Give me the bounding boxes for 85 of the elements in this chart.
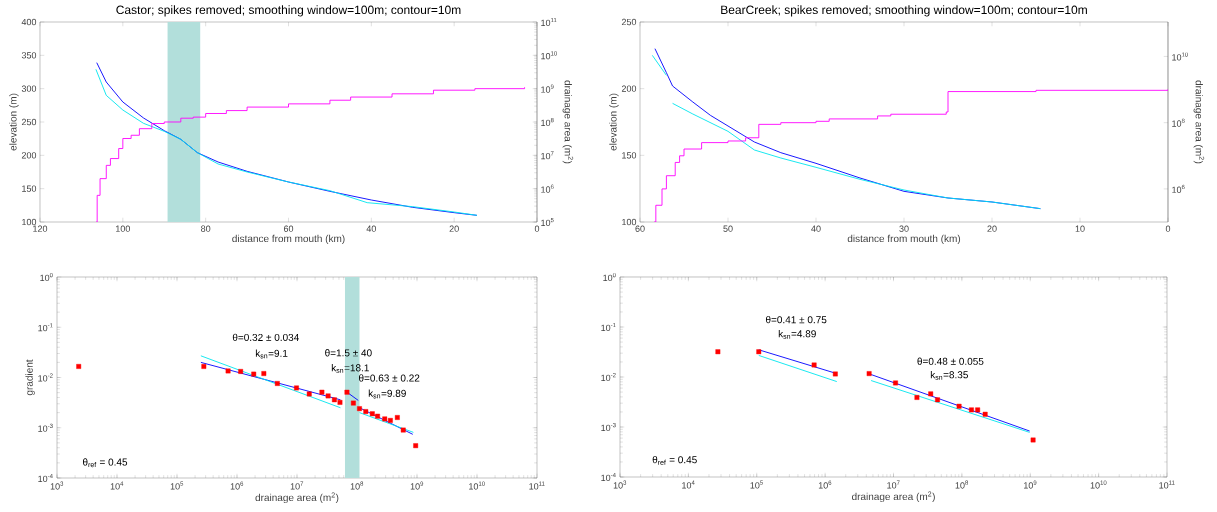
y-tick-label: 250 [21, 118, 37, 126]
y-tick-label: 300 [21, 85, 37, 92]
x-tick-label: 40 [366, 225, 376, 232]
y-tick-label: 200 [621, 85, 637, 92]
x-tick-label: 0 [1165, 225, 1171, 232]
annotation: θ=1.5 ± 40 [325, 349, 372, 357]
x-tick-label: 100 [116, 225, 130, 232]
x-tick-label: 10$^{8}$ [350, 481, 364, 490]
chart-title: BearCreek; spikes removed; smoothing window=100m; contour=10m [721, 5, 1087, 17]
x-axis-title: drainage area (m$^{2}$) [852, 491, 935, 503]
x-tick-label: 10$^{6}$ [818, 480, 832, 489]
x-axis-title: distance from mouth (km) [232, 234, 345, 245]
y2-tick-label: 10$^{8}$ [541, 117, 554, 127]
annotation: θ=0.32 ± 0.034 [232, 333, 299, 341]
y2-axis-title: drainage area (m$^{2}$) [1193, 80, 1205, 164]
x-tick-label: 10$^{9}$ [1024, 480, 1037, 489]
x-tick-label: 10$^{5}$ [750, 480, 763, 489]
y2-tick-label: 10$^{8}$ [1172, 118, 1185, 127]
annotation: θ=0.41 ± 0.75 [765, 315, 827, 324]
y-tick-label: 10$^{-4}$ [38, 473, 53, 483]
y-tick-label: 400 [21, 18, 37, 26]
x-tick-label: 10$^{3}$ [50, 481, 64, 490]
y2-tick-label: 10$^{6}$ [541, 184, 554, 193]
x-tick-label: 10$^{7}$ [887, 480, 900, 489]
annotation: k$_{sn}$=9.1 [255, 349, 288, 359]
y2-tick-label: 10$^{11}$ [541, 17, 557, 27]
y-tick-label: 250 [621, 18, 637, 26]
x-tick-label: 30 [899, 225, 909, 232]
y2-tick-label: 10$^{7}$ [541, 151, 554, 160]
annotation: k$_{sn}$=8.35 [930, 371, 968, 380]
x-axis-title: distance from mouth (km) [847, 234, 961, 245]
annotation: k$_{sn}$=18.1 [331, 364, 369, 373]
x-tick-label: 10$^{4}$ [682, 480, 695, 489]
annotation: k$_{sn}$=9.89 [368, 389, 406, 399]
y-axis-title: gradient [25, 359, 35, 396]
x-tick-label: 10$^{11}$ [529, 481, 545, 490]
y-tick-label: 150 [22, 185, 37, 192]
x-tick-label: 10$^{3}$ [613, 480, 627, 489]
y-tick-label: 10$^{-1}$ [38, 323, 53, 332]
x-tick-label: 60 [635, 225, 645, 232]
y-tick-label: 350 [21, 52, 37, 59]
x-tick-label: 10$^{8}$ [955, 480, 969, 489]
y-tick-label: 10$^{-2}$ [38, 373, 53, 382]
y2-tick-label: 10$^{9}$ [541, 84, 554, 93]
y-tick-label: 10$^{-3}$ [38, 423, 53, 432]
y-tick-label: 200 [21, 152, 37, 159]
x-tick-label: 80 [201, 225, 211, 232]
x-tick-label: 40 [811, 225, 821, 232]
x-tick-label: 10$^{10}$ [1090, 480, 1107, 489]
y-tick-label: 150 [622, 152, 637, 159]
y2-axis-title: drainage area (m$^{2}$) [562, 80, 574, 164]
annotation: θ=0.63 ± 0.22 [359, 374, 420, 382]
y2-tick-label: 10$^{6}$ [1172, 184, 1185, 193]
x-tick-label: 10$^{5}$ [170, 481, 184, 490]
x-tick-label: 20 [987, 225, 997, 232]
x-tick-label: 50 [723, 225, 733, 232]
annotation: θ$_{ref}$ = 0.45 [652, 455, 697, 465]
x-tick-label: 10$^{9}$ [410, 481, 424, 490]
y-tick-label: 100 [622, 218, 637, 226]
annotation: θ$_{ref}$ = 0.45 [82, 458, 128, 468]
x-tick-label: 10$^{7}$ [290, 481, 304, 490]
y-axis-title: elevation (m) [609, 93, 619, 151]
x-axis-title: drainage area (m$^{2}$) [255, 492, 339, 504]
y-tick-label: 10$^{-3}$ [601, 422, 616, 432]
y-tick-label: 10$^{0}$ [40, 272, 53, 282]
annotation: θ=0.48 ± 0.055 [917, 357, 984, 365]
y-tick-label: 10$^{-2}$ [601, 372, 616, 382]
y2-tick-label: 10$^{10}$ [541, 51, 557, 60]
y-tick-label: 10$^{0}$ [603, 272, 616, 282]
x-tick-label: 10$^{4}$ [110, 481, 124, 490]
y2-tick-label: 10$^{10}$ [1172, 52, 1188, 61]
y-tick-label: 10$^{-4}$ [601, 472, 616, 482]
x-tick-label: 60 [283, 225, 294, 232]
x-tick-label: 0 [534, 225, 540, 232]
x-tick-label: 10 [1075, 225, 1085, 232]
y-tick-label: 100 [22, 218, 37, 226]
x-tick-label: 120 [33, 225, 48, 232]
x-tick-label: 20 [449, 225, 459, 232]
annotation: k$_{sn}$=4.89 [778, 329, 816, 339]
y-tick-label: 10$^{-1}$ [601, 322, 616, 332]
x-tick-label: 10$^{10}$ [469, 481, 485, 490]
y-axis-title: elevation (m) [9, 93, 19, 151]
x-tick-label: 10$^{6}$ [230, 481, 244, 490]
x-tick-label: 10$^{11}$ [1159, 480, 1175, 489]
chart-title: Castor; spikes removed; smoothing window=100m; contour=10m [116, 5, 461, 17]
